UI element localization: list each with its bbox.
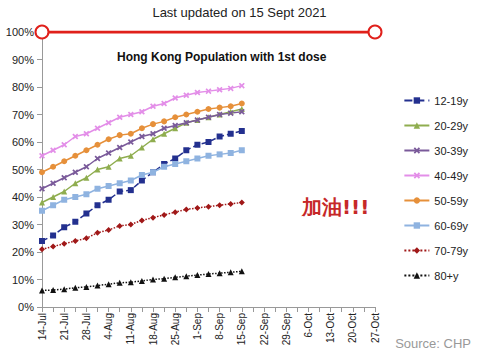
svg-text:20-Oct: 20-Oct	[347, 313, 358, 343]
svg-text:8-Sep: 8-Sep	[214, 313, 225, 340]
svg-text:60%: 60%	[12, 136, 34, 148]
svg-text:12-19y: 12-19y	[434, 95, 468, 107]
svg-text:27-Oct: 27-Oct	[370, 313, 381, 343]
svg-text:80%: 80%	[12, 81, 34, 93]
svg-text:30%: 30%	[12, 219, 34, 231]
svg-text:90%: 90%	[12, 54, 34, 66]
svg-text:Last updated on 15 Sept 2021: Last updated on 15 Sept 2021	[152, 5, 326, 20]
svg-text:6-Oct: 6-Oct	[303, 313, 314, 338]
svg-text:100%: 100%	[6, 26, 34, 38]
svg-text:13-Oct: 13-Oct	[325, 313, 336, 343]
svg-text:30-39y: 30-39y	[434, 145, 468, 157]
svg-text:70-79y: 70-79y	[434, 245, 468, 257]
svg-text:50%: 50%	[12, 164, 34, 176]
svg-text:70%: 70%	[12, 109, 34, 121]
svg-text:0%: 0%	[18, 301, 34, 313]
svg-text:60-69y: 60-69y	[434, 220, 468, 232]
svg-text:20-29y: 20-29y	[434, 120, 468, 132]
svg-text:20%: 20%	[12, 246, 34, 258]
svg-text:Source: CHP: Source: CHP	[395, 336, 471, 351]
svg-text:18-Aug: 18-Aug	[148, 313, 159, 345]
svg-text:80+y: 80+y	[434, 270, 459, 282]
svg-text:40%: 40%	[12, 191, 34, 203]
svg-text:加油!!!: 加油!!!	[301, 195, 369, 219]
svg-text:15-Sep: 15-Sep	[236, 313, 247, 346]
svg-text:40-49y: 40-49y	[434, 170, 468, 182]
svg-text:25-Aug: 25-Aug	[170, 313, 181, 345]
svg-text:50-59y: 50-59y	[434, 195, 468, 207]
svg-text:Hong Kong Population with 1st: Hong Kong Population with 1st dose	[117, 50, 327, 64]
svg-text:14-Jul: 14-Jul	[37, 313, 48, 340]
svg-text:11-Aug: 11-Aug	[125, 313, 136, 345]
svg-text:21-Jul: 21-Jul	[59, 313, 70, 340]
svg-text:29-Sep: 29-Sep	[281, 313, 292, 346]
svg-text:22-Sep: 22-Sep	[259, 313, 270, 346]
svg-text:1-Sep: 1-Sep	[192, 313, 203, 340]
svg-text:28-Jul: 28-Jul	[81, 313, 92, 340]
svg-text:4-Aug: 4-Aug	[103, 313, 114, 340]
svg-text:10%: 10%	[12, 274, 34, 286]
